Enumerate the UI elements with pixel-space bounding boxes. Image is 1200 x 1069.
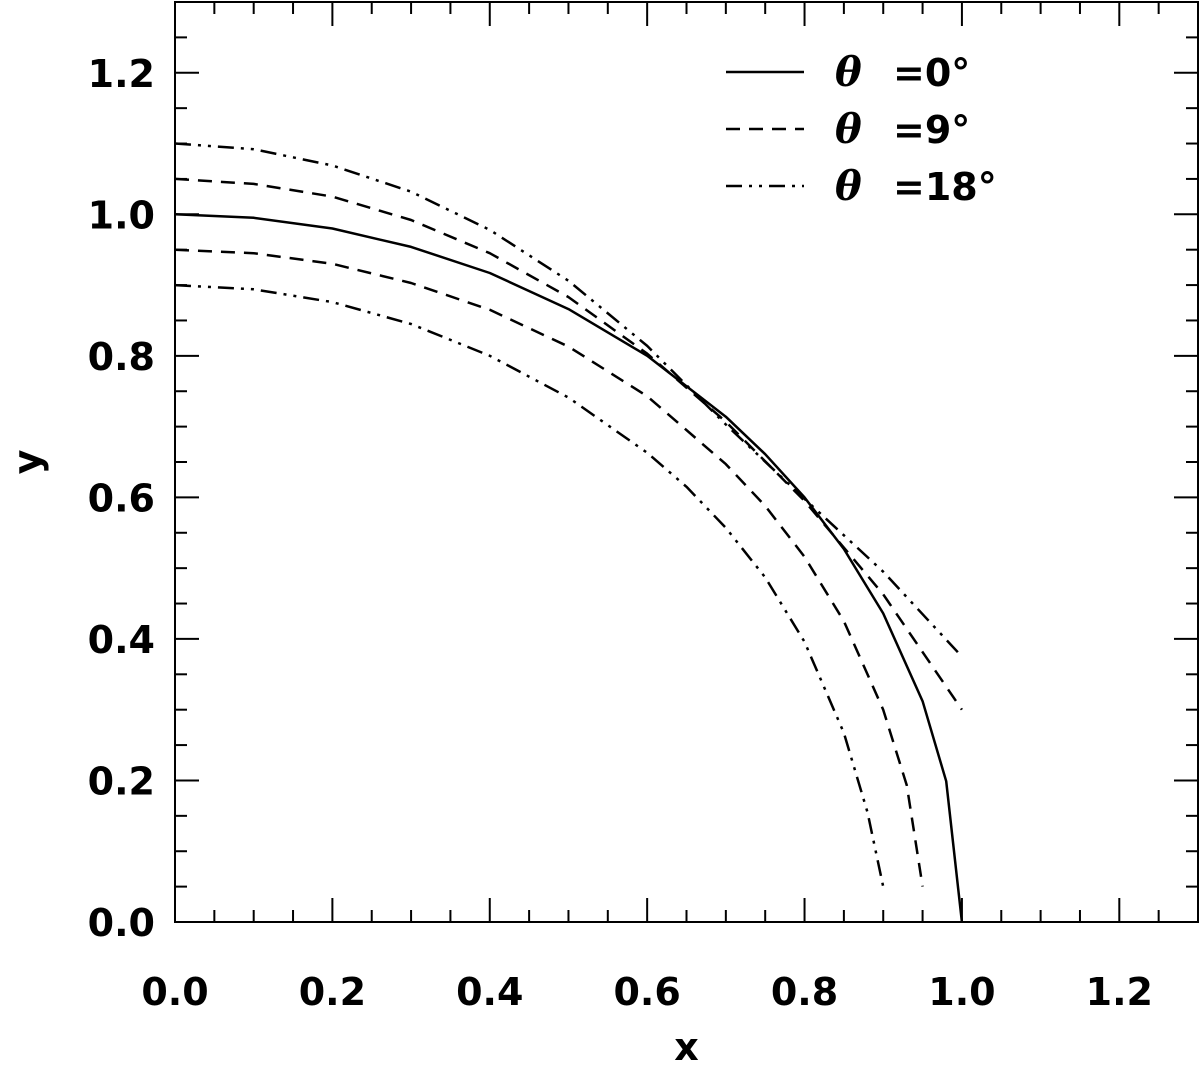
x-tick-label: 0.2	[299, 970, 366, 1014]
y-tick-label: 1.2	[88, 52, 155, 96]
plot-frame	[174, 1, 1199, 923]
y-tick-labels: 0.0 0.2 0.4 0.6 0.8 1.0 1.2	[88, 52, 155, 945]
y-tick-label: 0.4	[88, 618, 155, 662]
x-tick-labels: 0.0 0.2 0.4 0.6 0.8 1.0 1.2	[141, 970, 1153, 1014]
series-line	[174, 283, 885, 887]
y-tick-label: 0.8	[88, 335, 155, 379]
series-line	[174, 213, 964, 923]
legend: θ =0° θ =9° θ =18°	[726, 49, 997, 210]
legend-label: =0°	[893, 51, 970, 95]
series-line	[174, 248, 924, 887]
x-tick-label: 1.2	[1086, 970, 1153, 1014]
series-line	[174, 177, 963, 711]
legend-theta-symbol: θ	[835, 106, 862, 153]
y-tick-label: 0.2	[88, 759, 155, 803]
y-tick-label: 1.0	[88, 193, 155, 237]
x-tick-label: 0.4	[456, 970, 523, 1014]
x-tick-label: 0.0	[141, 970, 208, 1014]
x-tick-label: 1.0	[928, 970, 995, 1014]
series-lines	[174, 142, 964, 923]
legend-theta-symbol: θ	[835, 163, 862, 210]
legend-theta-symbol: θ	[835, 49, 862, 96]
y-tick-label: 0.0	[88, 901, 155, 945]
x-tick-label: 0.8	[771, 970, 838, 1014]
series-line	[174, 142, 963, 658]
x-tick-label: 0.6	[613, 970, 680, 1014]
legend-label: =9°	[893, 108, 970, 152]
axis-ticks	[174, 1, 1199, 923]
y-axis-label: y	[5, 449, 49, 474]
x-axis-label: x	[674, 1025, 699, 1069]
y-tick-label: 0.6	[88, 476, 155, 520]
legend-label: =18°	[893, 165, 997, 209]
